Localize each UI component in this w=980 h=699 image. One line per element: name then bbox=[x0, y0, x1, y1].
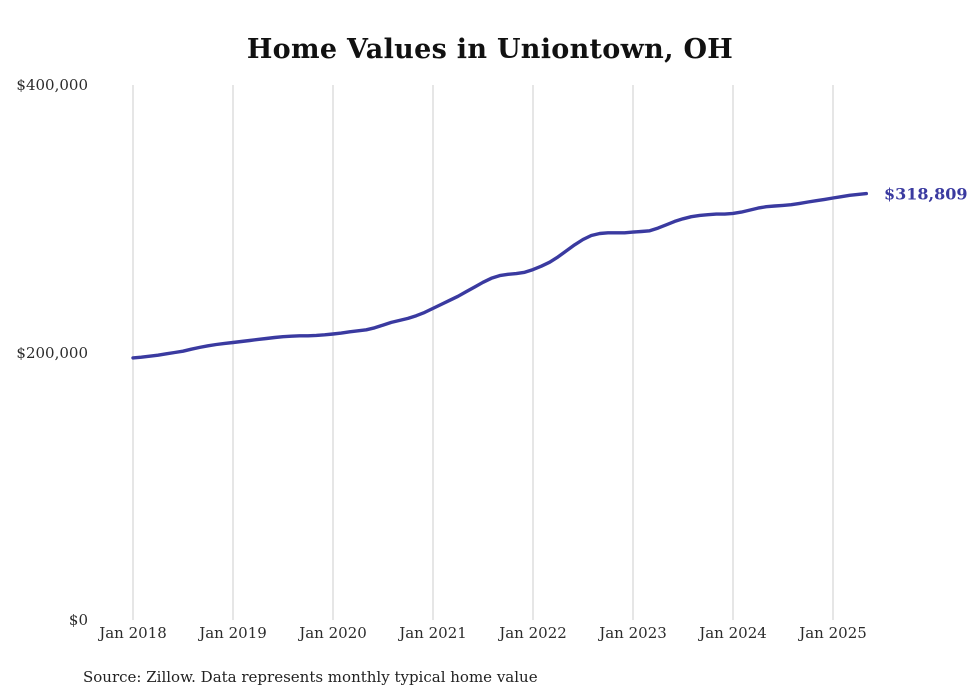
x-tick-label: Jan 2025 bbox=[799, 624, 867, 642]
x-tick-label: Jan 2021 bbox=[399, 624, 467, 642]
x-tick-label: Jan 2020 bbox=[299, 624, 367, 642]
source-note: Source: Zillow. Data represents monthly … bbox=[83, 668, 538, 686]
x-tick-label: Jan 2022 bbox=[499, 624, 567, 642]
y-tick-label: $400,000 bbox=[16, 76, 88, 94]
data-line bbox=[131, 191, 868, 360]
x-tick-label: Jan 2018 bbox=[99, 624, 167, 642]
x-tick-label: Jan 2019 bbox=[199, 624, 267, 642]
chart-title: Home Values in Uniontown, OH bbox=[246, 34, 734, 65]
y-tick-label: $200,000 bbox=[16, 343, 88, 362]
y-tick-label: $0 bbox=[68, 611, 88, 629]
end-value-label: $318,809 bbox=[884, 184, 968, 204]
x-tick-label: Jan 2024 bbox=[699, 624, 767, 642]
x-tick-label: Jan 2023 bbox=[599, 624, 667, 642]
